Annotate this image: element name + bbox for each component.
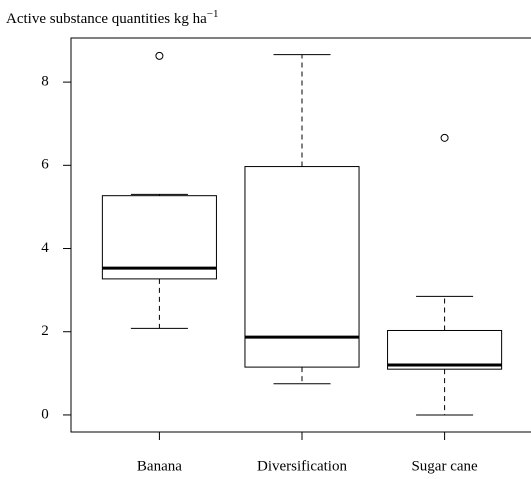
chart-title: Active substance quantities kg ha−1	[6, 8, 219, 28]
box	[101, 195, 217, 280]
y-tick-label: 8	[41, 74, 49, 90]
title-text: Active substance quantities kg ha	[6, 11, 207, 27]
y-tick-label: 6	[41, 157, 49, 173]
y-tick-label: 0	[41, 406, 49, 422]
title-superscript: −1	[207, 8, 219, 20]
x-tick-label: Diversification	[257, 458, 347, 474]
box	[387, 329, 503, 370]
y-tick-label: 4	[41, 240, 49, 256]
x-tick-label: Sugar cane	[411, 458, 478, 474]
outlier	[155, 51, 164, 60]
y-tick-label: 2	[41, 323, 49, 339]
x-tick-label: Banana	[137, 458, 182, 474]
box	[244, 166, 360, 368]
outlier	[440, 133, 449, 142]
